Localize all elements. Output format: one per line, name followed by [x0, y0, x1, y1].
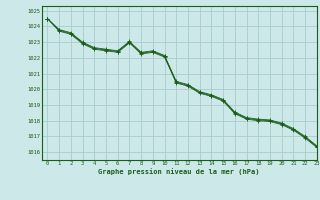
X-axis label: Graphe pression niveau de la mer (hPa): Graphe pression niveau de la mer (hPa) — [99, 168, 260, 175]
